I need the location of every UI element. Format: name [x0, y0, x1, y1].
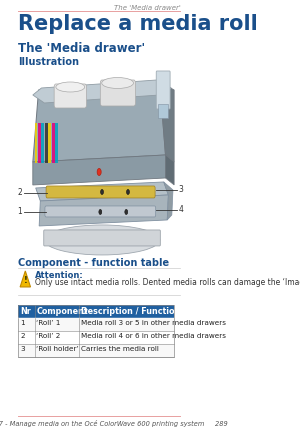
Ellipse shape: [56, 82, 85, 92]
Text: Illustration: Illustration: [18, 57, 80, 67]
Polygon shape: [164, 182, 173, 220]
Bar: [18, 305, 174, 357]
Text: Carries the media roll: Carries the media roll: [81, 346, 159, 352]
Ellipse shape: [44, 225, 160, 255]
Text: 4: 4: [178, 205, 183, 214]
Bar: [18, 344, 174, 357]
FancyBboxPatch shape: [100, 80, 136, 106]
Bar: [18, 305, 174, 318]
Text: The 'Media drawer': The 'Media drawer': [114, 5, 181, 11]
Polygon shape: [33, 80, 171, 103]
FancyBboxPatch shape: [54, 84, 86, 108]
Bar: [158, 104, 168, 118]
Text: 1: 1: [18, 208, 22, 217]
Circle shape: [127, 190, 129, 194]
Text: Only use intact media rolls. Dented media rolls can damage the ‘Imaging devices’: Only use intact media rolls. Dented medi…: [34, 278, 300, 287]
Bar: [41, 123, 44, 163]
Circle shape: [125, 209, 128, 214]
Text: !: !: [23, 276, 27, 285]
Text: 1: 1: [20, 320, 25, 326]
Text: Description / Function: Description / Function: [81, 307, 180, 316]
FancyBboxPatch shape: [44, 230, 160, 246]
FancyBboxPatch shape: [46, 186, 155, 198]
Polygon shape: [20, 271, 31, 287]
Text: Attention:: Attention:: [34, 271, 83, 280]
Text: 3: 3: [178, 185, 183, 194]
Text: The 'Media drawer': The 'Media drawer': [18, 42, 146, 55]
Bar: [18, 318, 174, 331]
Text: Media roll 4 or 6 in other media drawers: Media roll 4 or 6 in other media drawers: [81, 333, 226, 339]
Text: Chapter 7 - Manage media on the Océ ColorWave 600 printing system     289: Chapter 7 - Manage media on the Océ Colo…: [0, 420, 228, 427]
Bar: [34, 123, 38, 163]
Text: Media roll 3 or 5 in other media drawers: Media roll 3 or 5 in other media drawers: [81, 320, 226, 326]
Text: Nr: Nr: [20, 307, 31, 316]
Bar: [55, 123, 58, 163]
Polygon shape: [33, 82, 166, 162]
Text: Replace a media roll: Replace a media roll: [18, 14, 258, 34]
Circle shape: [100, 190, 103, 194]
Polygon shape: [36, 182, 168, 201]
Text: 2: 2: [20, 333, 25, 339]
FancyBboxPatch shape: [45, 206, 156, 217]
Bar: [52, 123, 55, 163]
Polygon shape: [160, 82, 174, 162]
Polygon shape: [39, 195, 168, 226]
Bar: [45, 123, 48, 163]
Text: ‘Roll’ 1: ‘Roll’ 1: [36, 320, 61, 326]
Bar: [48, 123, 51, 163]
Text: Component - function table: Component - function table: [18, 258, 170, 268]
Polygon shape: [166, 155, 174, 185]
Circle shape: [97, 169, 101, 175]
Text: Component: Component: [36, 307, 88, 316]
FancyBboxPatch shape: [156, 71, 170, 109]
Text: ‘Roll’ 2: ‘Roll’ 2: [36, 333, 61, 339]
Text: 2: 2: [18, 188, 22, 197]
Bar: [38, 123, 41, 163]
Text: 3: 3: [20, 346, 25, 352]
Polygon shape: [33, 155, 166, 185]
Ellipse shape: [102, 78, 134, 88]
Bar: [18, 331, 174, 344]
Circle shape: [99, 209, 102, 214]
Text: ‘Roll holder’: ‘Roll holder’: [36, 346, 79, 352]
